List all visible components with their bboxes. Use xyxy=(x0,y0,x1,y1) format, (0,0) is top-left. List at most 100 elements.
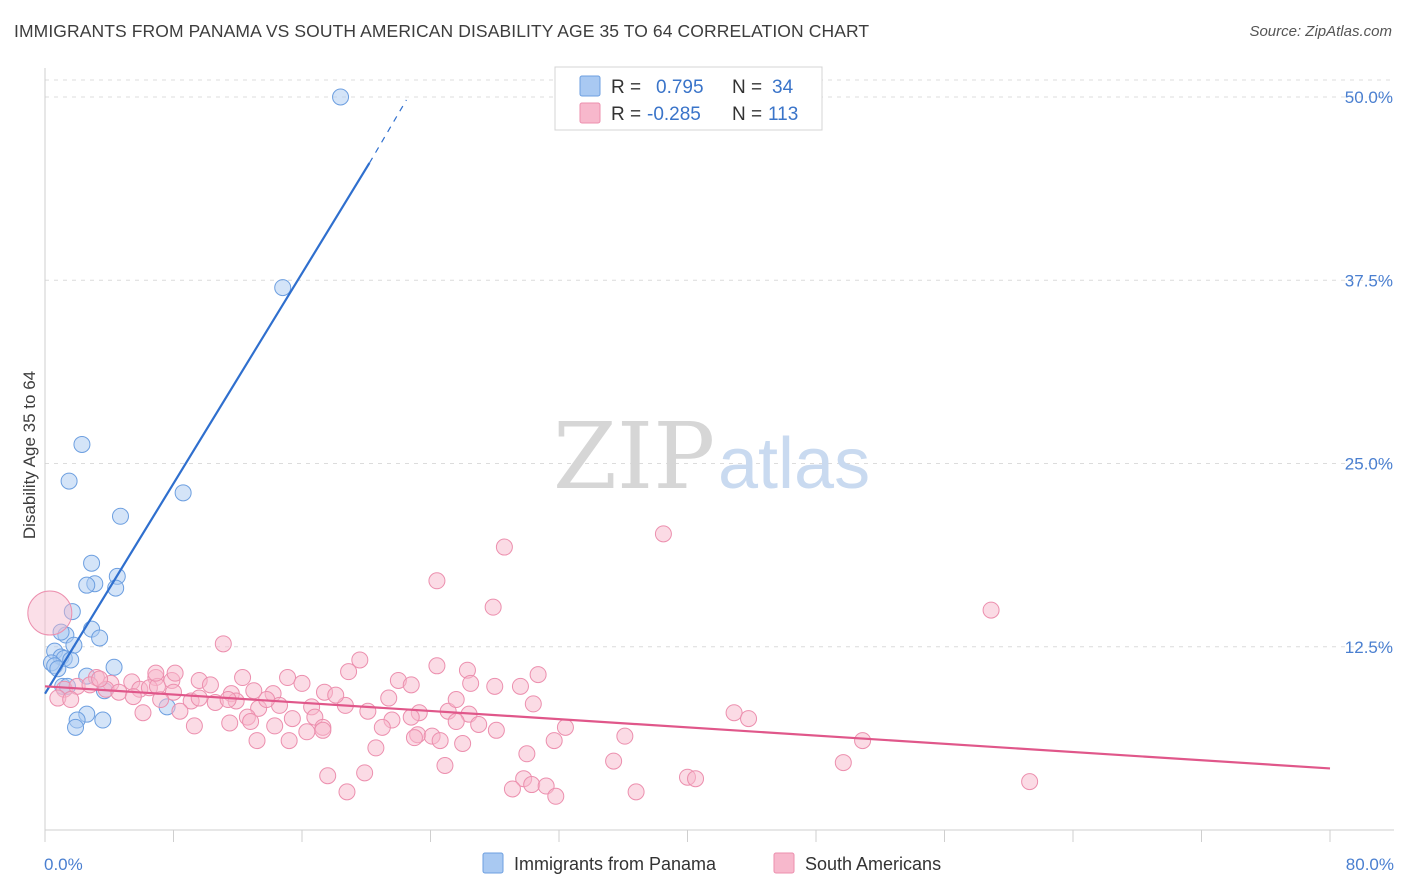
south-american-point xyxy=(280,732,298,750)
south-american-point xyxy=(605,752,623,770)
south-american-point xyxy=(982,601,1000,619)
south-american-point xyxy=(834,754,852,772)
south-american-point xyxy=(740,710,758,728)
south-american-point xyxy=(462,674,480,692)
south-american-point xyxy=(214,635,232,653)
x-axis-ticks xyxy=(44,830,1331,842)
panama-point xyxy=(105,658,123,676)
y-tick-label: 25.0% xyxy=(1345,455,1393,474)
south-american-point xyxy=(327,686,345,704)
south-american-point xyxy=(27,590,73,636)
south-american-point xyxy=(556,718,574,736)
series-legend-label-south-americans: South Americans xyxy=(805,854,941,874)
panama-point xyxy=(111,507,129,525)
y-tick-label: 37.5% xyxy=(1345,271,1393,290)
panama-point xyxy=(60,472,78,490)
panama-point xyxy=(73,435,91,453)
south-american-point xyxy=(221,714,239,732)
south-american-point xyxy=(298,723,316,741)
legend-n-value-panama: 34 xyxy=(772,77,794,98)
series-legend: Immigrants from Panama South Americans xyxy=(482,852,941,874)
south-american-point xyxy=(470,715,488,733)
legend-n-value-south-americans: 113 xyxy=(768,104,798,125)
panama-point xyxy=(94,711,112,729)
legend-swatch-south-americans xyxy=(579,102,601,124)
south-american-point xyxy=(234,669,252,687)
y-tick-label: 50.0% xyxy=(1345,88,1393,107)
series-legend-swatch-panama xyxy=(482,852,504,874)
south-american-point xyxy=(166,664,184,682)
watermark-atlas: atlas xyxy=(718,424,870,504)
trend-line-panama-extension xyxy=(368,99,407,164)
south-american-point xyxy=(319,767,337,785)
series-south-americans-points xyxy=(27,525,1039,805)
south-american-point xyxy=(428,657,446,675)
south-american-point xyxy=(340,663,358,681)
south-american-point xyxy=(518,745,536,763)
legend-r-value-south-americans: -0.285 xyxy=(647,104,701,125)
south-american-point xyxy=(62,691,80,709)
south-american-point xyxy=(495,538,513,556)
south-american-point xyxy=(245,682,263,700)
south-american-point xyxy=(171,702,189,720)
panama-point xyxy=(83,554,101,572)
x-tick-label-min: 0.0% xyxy=(44,855,83,874)
south-american-point xyxy=(511,677,529,695)
south-american-point xyxy=(545,732,563,750)
panama-point xyxy=(67,718,85,736)
south-american-point xyxy=(405,729,423,747)
panama-point xyxy=(78,576,96,594)
axes xyxy=(44,68,1394,831)
panama-point xyxy=(63,603,81,621)
south-american-point xyxy=(201,676,219,694)
south-american-point xyxy=(402,676,420,694)
south-american-point xyxy=(523,776,541,794)
south-american-point xyxy=(725,704,743,722)
legend-r-value-panama: 0.795 xyxy=(656,77,704,98)
chart-title: IMMIGRANTS FROM PANAMA VS SOUTH AMERICAN… xyxy=(14,21,870,41)
trend-line-south-americans xyxy=(44,685,1331,770)
legend-r-label-panama: R = xyxy=(611,77,641,98)
south-american-point xyxy=(279,669,297,687)
panama-point xyxy=(91,629,109,647)
south-american-point xyxy=(367,739,385,757)
south-american-point xyxy=(1021,773,1039,791)
south-american-point xyxy=(314,721,332,739)
legend-n-label-panama: N = xyxy=(732,77,762,98)
south-american-point xyxy=(248,732,266,750)
series-legend-swatch-south-americans xyxy=(773,852,795,874)
legend-r-label-south-americans: R = xyxy=(611,104,641,125)
south-american-point xyxy=(547,787,565,805)
south-american-point xyxy=(190,689,208,707)
south-american-point xyxy=(654,525,672,543)
south-american-point xyxy=(242,713,260,731)
stats-legend: R = 0.795 N = 34 R = -0.285 N = 113 xyxy=(554,66,823,131)
south-american-point xyxy=(147,664,165,682)
panama-point xyxy=(274,279,292,297)
south-american-point xyxy=(529,666,547,684)
south-american-point xyxy=(338,783,356,801)
panama-point xyxy=(174,484,192,502)
south-american-point xyxy=(447,713,465,731)
x-tick-label-max: 80.0% xyxy=(1346,855,1394,874)
south-american-point xyxy=(373,718,391,736)
south-american-point xyxy=(91,670,109,688)
trend-lines xyxy=(44,99,1331,770)
trend-line-panama xyxy=(44,162,371,695)
south-american-point xyxy=(356,764,374,782)
y-axis-label: Disability Age 35 to 64 xyxy=(20,371,39,539)
legend-n-label-south-americans: N = xyxy=(732,104,762,125)
south-american-point xyxy=(283,710,301,728)
south-american-point xyxy=(687,770,705,788)
south-american-point xyxy=(454,735,472,753)
south-american-point xyxy=(484,598,502,616)
south-american-point xyxy=(293,674,311,692)
south-american-point xyxy=(431,732,449,750)
south-american-point xyxy=(447,691,465,709)
south-american-point xyxy=(351,651,369,669)
south-american-point xyxy=(402,708,420,726)
south-american-point xyxy=(219,691,237,709)
south-american-point xyxy=(266,717,284,735)
series-legend-label-panama: Immigrants from Panama xyxy=(514,854,717,874)
south-american-point xyxy=(134,704,152,722)
